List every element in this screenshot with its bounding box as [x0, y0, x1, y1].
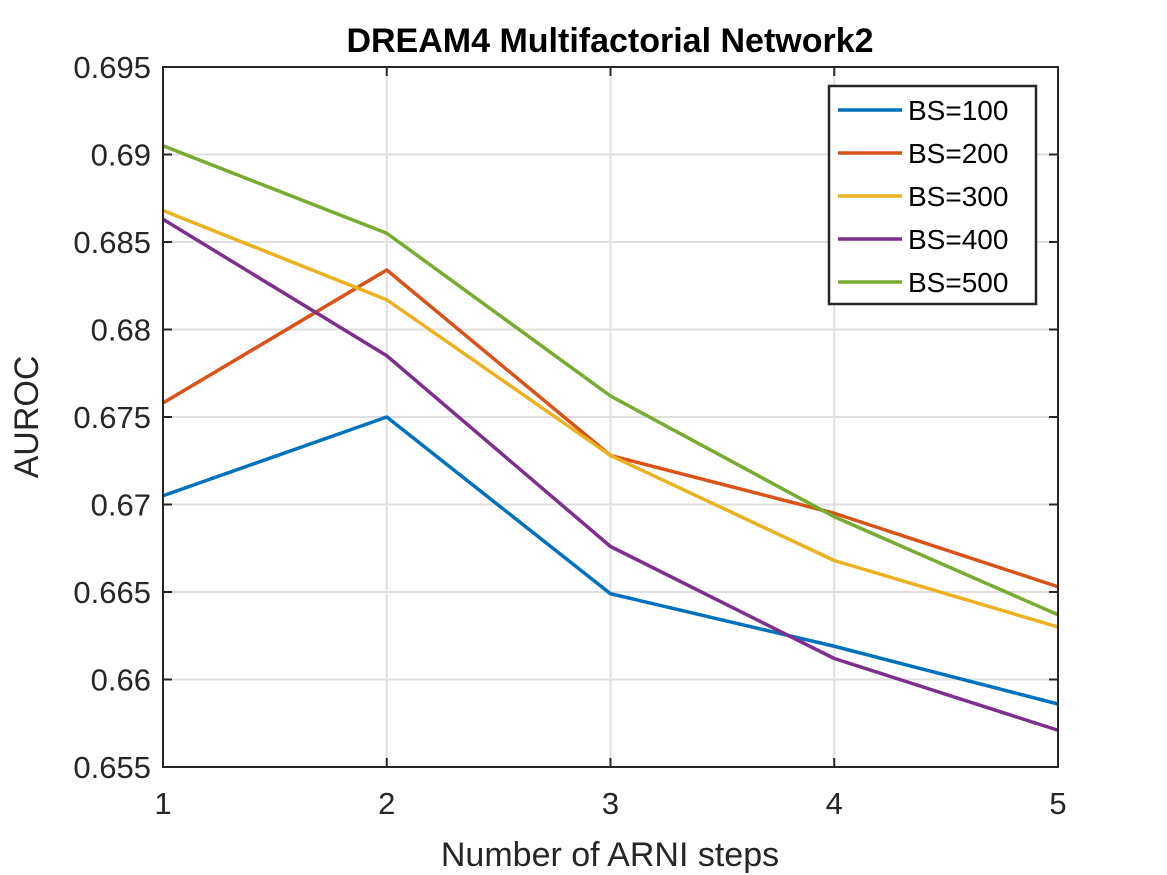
x-tick-label: 2: [378, 786, 395, 821]
legend-label: BS=200: [908, 138, 1008, 169]
series-line-bs-400: [162, 217, 1059, 732]
y-tick-label: 0.68: [91, 313, 151, 348]
chart-title: DREAM4 Multifactorial Network2: [346, 22, 873, 60]
y-tick-label: 0.655: [73, 750, 151, 785]
y-tick-label: 0.665: [73, 575, 151, 610]
x-tick-label: 3: [602, 786, 619, 821]
legend: BS=100 BS=200 BS=300 BS=400 BS=500: [827, 84, 1038, 306]
x-axis-label: Number of ARNI steps: [441, 836, 779, 874]
series-line-bs-300: [162, 208, 1059, 629]
y-tick-labels: 0.655 0.66 0.665 0.67 0.675 0.68 0.685 0.69 0.69…: [73, 50, 151, 785]
x-tick-label: 4: [826, 786, 843, 821]
y-tick-label: 0.675: [73, 400, 151, 435]
y-tick-label: 0.695: [73, 50, 151, 85]
series-lines: [162, 144, 1059, 732]
legend-label: BS=300: [908, 181, 1008, 212]
x-tick-label: 1: [154, 786, 171, 821]
legend-label: BS=100: [908, 95, 1008, 126]
x-tick-label: 5: [1049, 786, 1066, 821]
legend-label: BS=400: [908, 224, 1008, 255]
x-tick-labels: 1 2 3 4 5: [154, 786, 1066, 821]
y-axis-label: AUROC: [8, 356, 46, 479]
series-line-bs-100: [162, 415, 1059, 706]
y-tick-label: 0.685: [73, 225, 151, 260]
y-tick-label: 0.69: [91, 138, 151, 173]
series-line-bs-500: [162, 144, 1059, 617]
y-tick-label: 0.66: [91, 663, 151, 698]
ticks: [162, 66, 1059, 768]
y-tick-label: 0.67: [91, 488, 151, 523]
legend-label: BS=500: [908, 267, 1008, 298]
